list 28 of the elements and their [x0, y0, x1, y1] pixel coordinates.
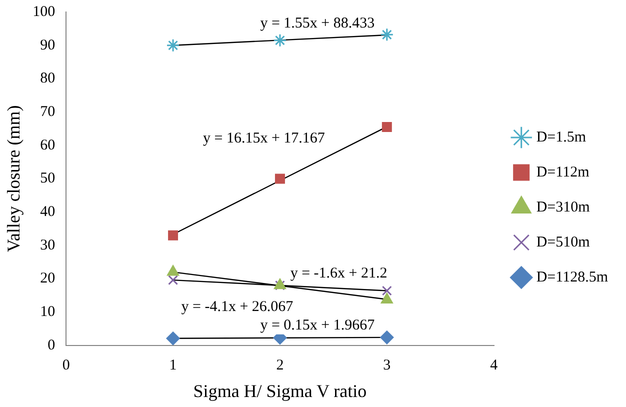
annotation: y = -4.1x + 26.067 — [181, 298, 294, 315]
x-tick-label: 0 — [62, 357, 70, 374]
annotation: y = -1.6x + 21.2 — [290, 266, 388, 282]
y-tick-label: 10 — [40, 304, 56, 320]
y-tick-label: 70 — [40, 104, 56, 120]
y-tick-label: 90 — [40, 37, 56, 54]
legend-label: D=1.5m — [536, 129, 586, 146]
y-tick-label: 30 — [40, 237, 56, 254]
legend-label: D=1128.5m — [536, 269, 608, 286]
y-axis-title: Valley closure (mm) — [4, 105, 24, 252]
x-tick-label: 4 — [490, 357, 498, 374]
annotation: y = 0.15x + 1.9667 — [260, 317, 376, 334]
annotation: y = 16.15x + 17.167 — [202, 130, 326, 147]
y-tick-label: 60 — [40, 137, 56, 154]
y-tick-label: 50 — [40, 170, 56, 187]
x-axis-title: Sigma H/ Sigma V ratio — [193, 380, 367, 401]
legend-label: D=112m — [536, 164, 590, 180]
annotation: y = 1.55x + 88.433 — [260, 16, 375, 32]
x-tick-label: 3 — [383, 357, 391, 374]
legend-label: D=310m — [536, 199, 590, 216]
legend-label: D=510m — [536, 234, 590, 250]
y-tick-label: 40 — [40, 204, 56, 220]
y-tick-label: 20 — [40, 270, 56, 287]
x-tick-label: 1 — [169, 357, 177, 374]
y-tick-label: 0 — [48, 337, 56, 354]
x-tick-label: 2 — [276, 357, 284, 374]
y-tick-label: 100 — [32, 4, 56, 20]
y-tick-label: 80 — [40, 70, 56, 87]
